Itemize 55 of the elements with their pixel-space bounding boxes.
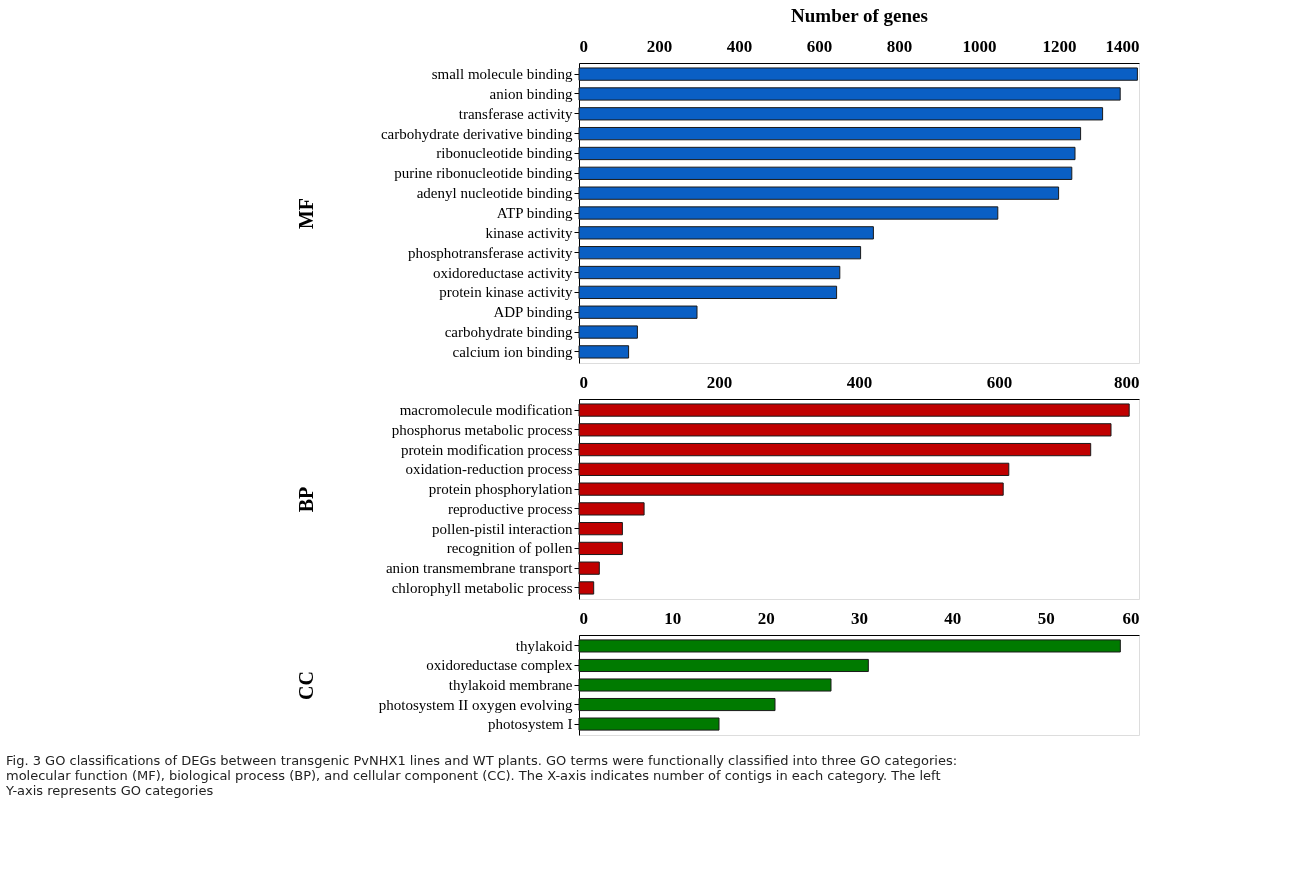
y-tick-label: thylakoid [515, 637, 573, 654]
x-tick-label: 10 [664, 608, 682, 628]
x-tick-label: 0 [579, 372, 588, 392]
x-tick-label: 0 [579, 608, 588, 628]
y-tick-label: phosphorus metabolic process [391, 421, 573, 438]
y-axis-title: BP [294, 486, 317, 513]
x-tick-label: 200 [706, 372, 733, 392]
y-tick-label: oxidoreductase complex [426, 657, 573, 674]
y-tick-label: anion binding [489, 85, 573, 102]
y-tick-label: oxidation-reduction process [405, 461, 573, 478]
y-tick-label: protein kinase activity [439, 284, 573, 301]
y-tick-label: ATP binding [496, 205, 573, 221]
y-tick-label: ADP binding [493, 304, 573, 321]
y-tick-label: recognition of pollen [446, 540, 573, 557]
x-tick-label: 400 [726, 36, 753, 56]
x-tick-label: 800 [886, 36, 913, 56]
y-tick-label: purine ribonucleotide binding [394, 165, 573, 182]
x-tick-label: 1000 [962, 36, 997, 56]
y-axis-title: MF [294, 197, 317, 230]
y-tick-label: transferase activity [458, 105, 573, 122]
caption: Fig. 3 GO classifications of DEGs between transgenic PvNHX1 lines and WT plants. GO terms were functionally classified into three GO categories: molecular function (MF), biological process (BP), and cellular component (CC). The X-axis indicates number of contigs in each category. The left Y-axis represents GO categories [5, 753, 958, 798]
y-tick-label: pollen-pistil interaction [432, 520, 573, 537]
x-tick-label: 800 [1114, 372, 1140, 392]
y-tick-label: photosystem I [487, 716, 573, 733]
y-tick-label: phosphotransferase activity [407, 244, 573, 261]
y-tick-label: adenyl nucleotide binding [416, 185, 573, 202]
y-tick-label: thylakoid membrane [448, 677, 573, 693]
y-tick-label: small molecule binding [431, 66, 573, 83]
x-tick-label: 600 [806, 36, 833, 56]
x-tick-label: 0 [579, 36, 588, 56]
y-tick-label: carbohydrate derivative binding [380, 125, 573, 142]
y-tick-label: protein modification process [400, 441, 573, 458]
x-tick-label: 30 [851, 608, 868, 628]
y-axis-title: CC [294, 671, 317, 700]
x-tick-label: 1200 [1042, 36, 1077, 56]
x-axis-title: Number of genes [791, 4, 928, 26]
x-tick-label: 50 [1037, 608, 1055, 628]
x-tick-label: 200 [646, 36, 673, 56]
x-tick-label: 600 [986, 372, 1013, 392]
x-tick-label: 400 [846, 372, 873, 392]
y-tick-label: reproductive process [447, 500, 573, 517]
y-tick-label: protein phosphorylation [428, 481, 573, 498]
y-tick-label: kinase activity [485, 224, 573, 241]
y-tick-label: calcium ion binding [452, 343, 573, 360]
x-tick-label: 60 [1122, 608, 1140, 628]
y-tick-label: macromolecule modification [399, 402, 573, 419]
y-tick-label: anion transmembrane transport [385, 560, 574, 577]
y-tick-label: oxidoreductase activity [432, 264, 573, 281]
x-tick-label: 1400 [1105, 36, 1140, 56]
x-tick-label: 20 [757, 608, 775, 628]
y-tick-label: chlorophyll metabolic process [391, 579, 573, 596]
y-tick-label: carbohydrate binding [444, 324, 573, 341]
x-tick-label: 40 [944, 608, 962, 628]
y-tick-label: photosystem II oxygen evolving [378, 696, 573, 713]
y-tick-label: ribonucleotide binding [436, 145, 573, 162]
